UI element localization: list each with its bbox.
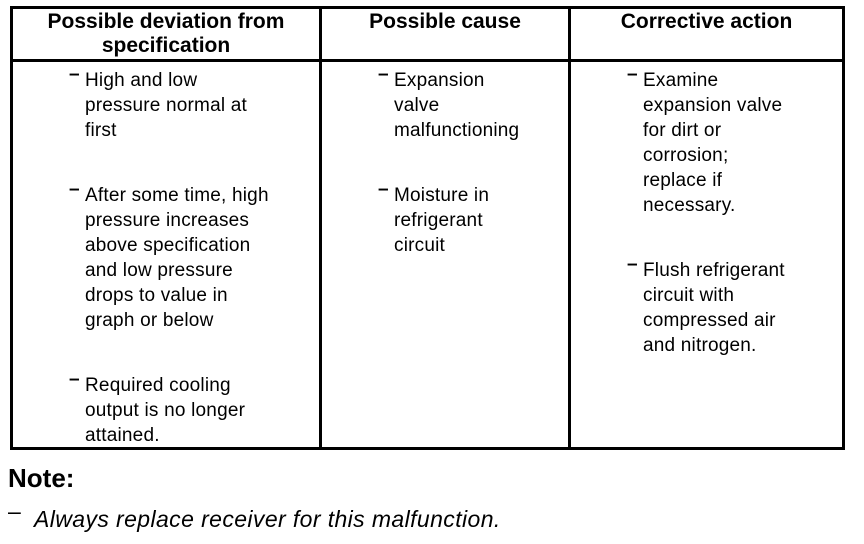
dash-bullet-icon: – (378, 179, 389, 200)
column-header-action: Corrective action (571, 9, 842, 62)
dash-bullet-icon: – (69, 369, 80, 390)
table-cell-action: – Examine expansion valve for dirt or cor… (571, 62, 842, 448)
list-item: – Expansion valve malfunctioning (378, 64, 564, 143)
list-item-text: Flush refrigerant circuit with compresse… (643, 260, 785, 356)
list-item: – Flush refrigerant circuit with compress… (627, 254, 838, 358)
note-section: Note: – Always replace receiver for this … (8, 463, 501, 532)
column-header-deviation: Possible deviation from specification (13, 9, 322, 62)
table-cell-cause: – Expansion valve malfunctioning – Moisture… (322, 62, 571, 448)
troubleshooting-table: Possible deviation from specification Po… (10, 6, 845, 450)
list-item: – After some time, high pressure increase… (69, 179, 315, 333)
list-item: – High and low pressure normal at first (69, 64, 315, 143)
list-item: – Required cooling output is no longer at… (69, 369, 315, 448)
note-list: – Always replace receiver for this malfun… (8, 498, 501, 532)
list-item-text: Moisture in refrigerant circuit (394, 185, 490, 256)
list-item: – Examine expansion valve for dirt or cor… (627, 64, 838, 218)
list-item: – Moisture in refrigerant circuit (378, 179, 564, 258)
dash-bullet-icon: – (627, 64, 638, 85)
note-title: Note: (8, 463, 75, 493)
column-header-label: Possible cause (369, 10, 521, 33)
table-cell-deviation: – High and low pressure normal at first – A… (13, 62, 322, 448)
dash-bullet-icon: – (69, 64, 80, 85)
column-header-cause: Possible cause (322, 9, 571, 62)
column-header-label: Corrective action (620, 10, 793, 33)
dash-bullet-icon: – (627, 254, 638, 275)
list-item-text: After some time, high pressure increases… (85, 185, 269, 331)
column-header-label: Possible deviation from specification (47, 10, 285, 57)
list-item-text: Required cooling output is no longer att… (85, 375, 246, 446)
dash-bullet-icon: – (8, 498, 22, 524)
list-item-text: Always replace receiver for this malfunc… (34, 506, 501, 532)
list-item: – Always replace receiver for this malfun… (8, 498, 501, 532)
list-item-text: Examine expansion valve for dirt or corr… (643, 70, 783, 216)
list-item-text: High and low pressure normal at first (85, 70, 248, 141)
dash-bullet-icon: – (69, 179, 80, 200)
dash-bullet-icon: – (378, 64, 389, 85)
list-item-text: Expansion valve malfunctioning (394, 70, 520, 141)
